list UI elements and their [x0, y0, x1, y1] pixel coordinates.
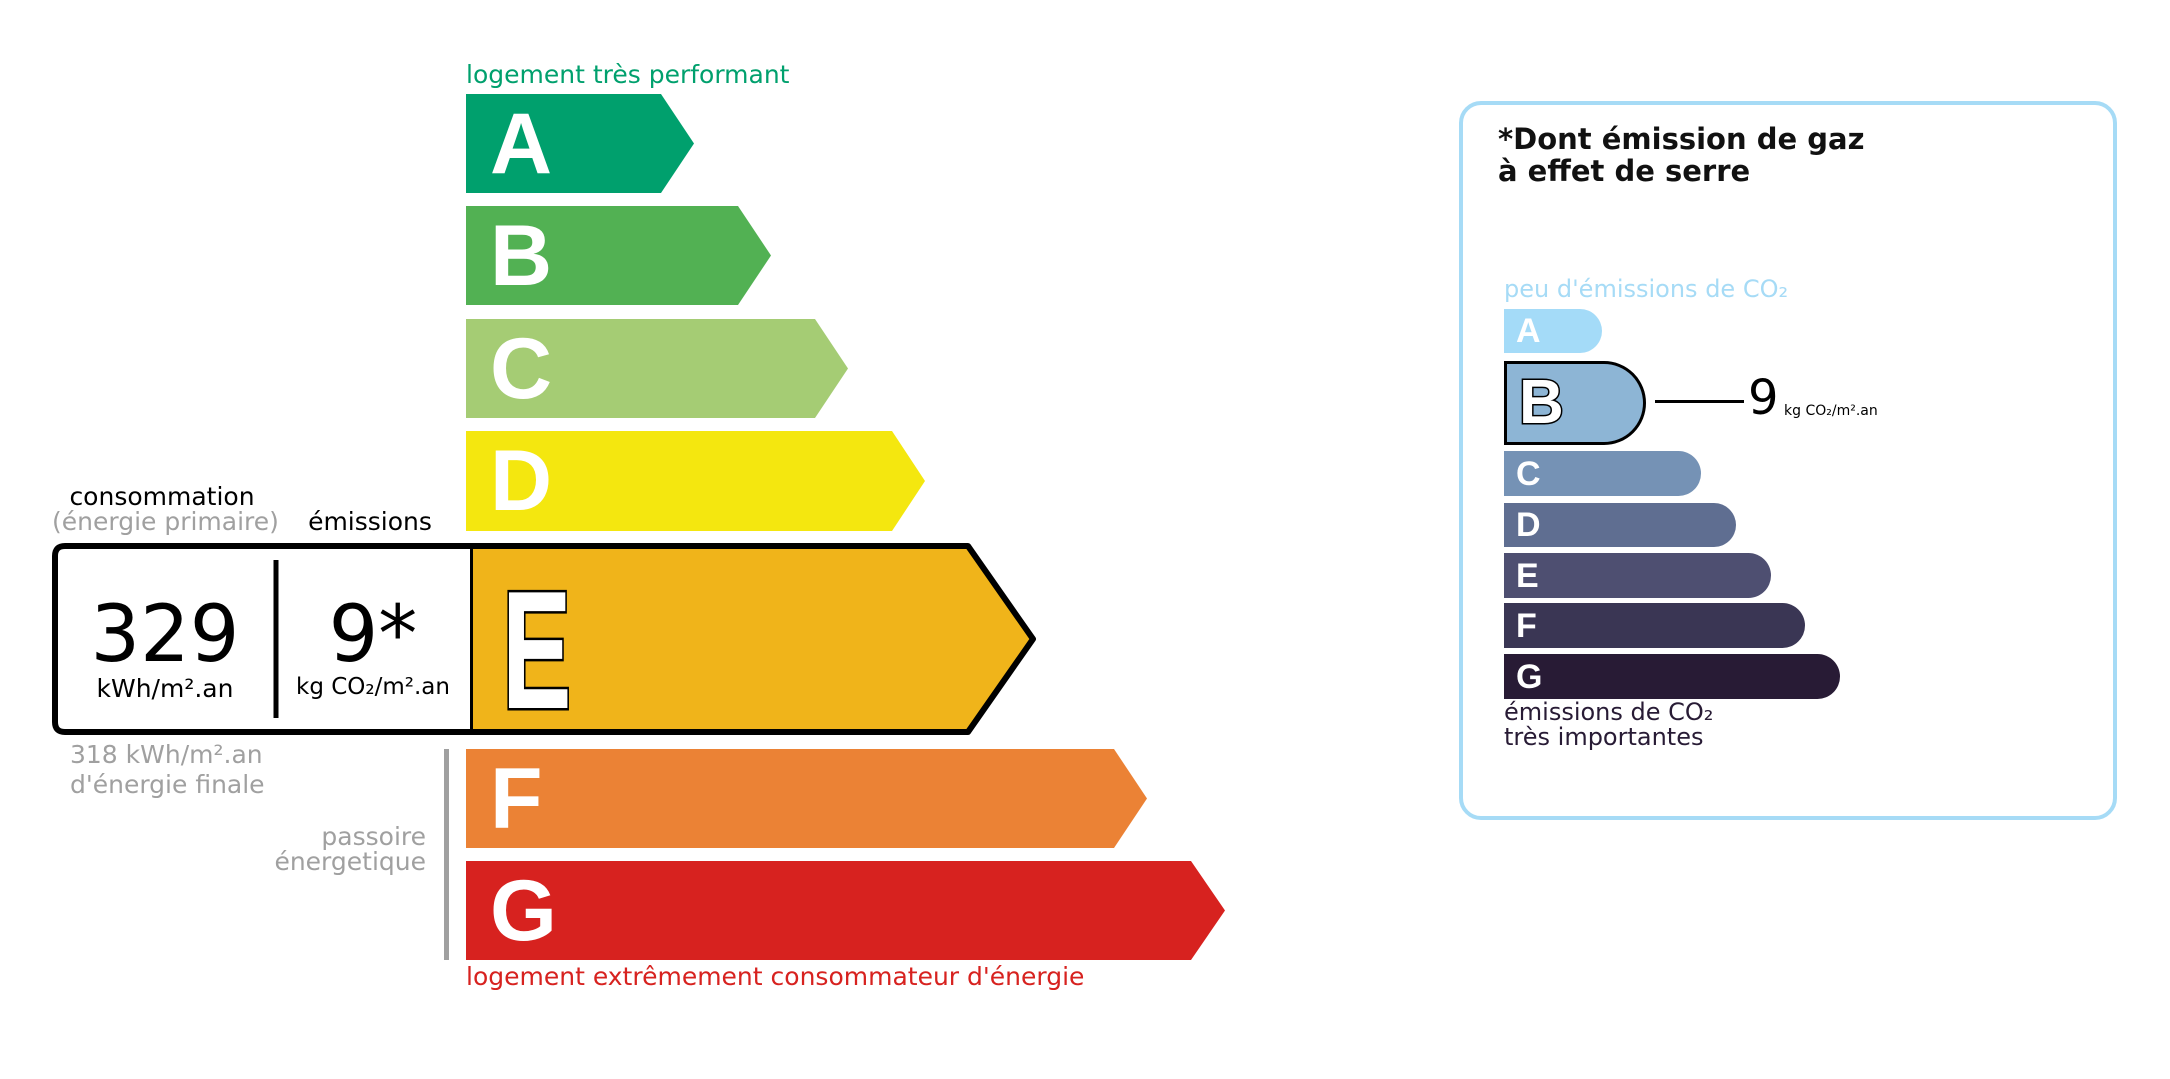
- passoire-label: passoire: [321, 822, 426, 851]
- ghg-unit: kg CO₂/m².an: [1784, 403, 1878, 419]
- passoire-bracket: [444, 749, 449, 960]
- ghg-class-e: E: [1504, 553, 1771, 598]
- ghg-class-b: B: [1504, 361, 1646, 445]
- ghg-pointer-line: [1655, 400, 1744, 403]
- consumption-unit: kWh/m².an: [96, 674, 234, 703]
- consumption-sublabel: (énergie primaire): [52, 507, 279, 536]
- class-letter: A: [1516, 312, 1541, 350]
- class-letter: C: [490, 320, 553, 417]
- class-letter: G: [1516, 657, 1543, 696]
- ghg-class-c: C: [1504, 451, 1701, 496]
- class-letter: B: [1518, 368, 1566, 437]
- ghg-class-a: A: [1504, 309, 1602, 353]
- energy-class-c: C: [466, 319, 848, 418]
- energy-class-g: G: [466, 861, 1225, 960]
- class-letter: G: [490, 862, 557, 959]
- emissions-value: 9*: [328, 590, 418, 680]
- current-class-highlight: [52, 543, 1036, 735]
- energy-class-d: D: [466, 431, 925, 531]
- ghg-panel: [1459, 101, 2117, 820]
- ghg-title-line-2: à effet de serre: [1498, 154, 1751, 188]
- ghg-class-f: F: [1504, 603, 1805, 648]
- class-letter: D: [490, 433, 553, 529]
- class-letter: D: [1516, 506, 1541, 544]
- ghg-bottom-label: émissions de CO₂ très importantes: [1504, 700, 1713, 750]
- class-letter: F: [490, 750, 543, 847]
- energy-top-label: logement très performant: [466, 60, 790, 89]
- class-letter: A: [490, 95, 553, 192]
- ghg-title-line-1: *Dont émission de gaz: [1498, 122, 1865, 156]
- class-letter: F: [1516, 606, 1537, 645]
- consumption-label: consommation: [69, 482, 255, 511]
- final-energy-label: d'énergie finale: [70, 770, 265, 799]
- ghg-class-d: D: [1504, 503, 1736, 547]
- energy-class-f: F: [466, 749, 1147, 848]
- class-letter: E: [1516, 556, 1539, 595]
- class-letter: C: [1516, 454, 1541, 493]
- energy-class-a: A: [466, 94, 694, 193]
- class-letter: B: [490, 207, 553, 304]
- ghg-bottom-label-1: émissions de CO₂: [1504, 698, 1714, 726]
- current-class-letter: E: [500, 556, 573, 744]
- readout-box: [52, 543, 470, 735]
- emissions-label: émissions: [308, 507, 432, 536]
- emissions-unit: kg CO₂/m².an: [296, 674, 450, 700]
- consumption-value: 329: [90, 590, 240, 680]
- energy-class-b: B: [466, 206, 771, 305]
- ghg-value: 9: [1748, 370, 1779, 426]
- energy-bottom-label: logement extrêmement consommateur d'éner…: [466, 962, 1085, 991]
- ghg-class-g: G: [1504, 654, 1840, 699]
- ghg-title: *Dont émission de gaz à effet de serre: [1498, 123, 1864, 187]
- ghg-top-label: peu d'émissions de CO₂: [1504, 275, 1789, 303]
- passoire-label-2: énergetique: [274, 847, 426, 876]
- ghg-bottom-label-2: très importantes: [1504, 723, 1704, 751]
- final-energy-value: 318 kWh/m².an: [70, 740, 263, 769]
